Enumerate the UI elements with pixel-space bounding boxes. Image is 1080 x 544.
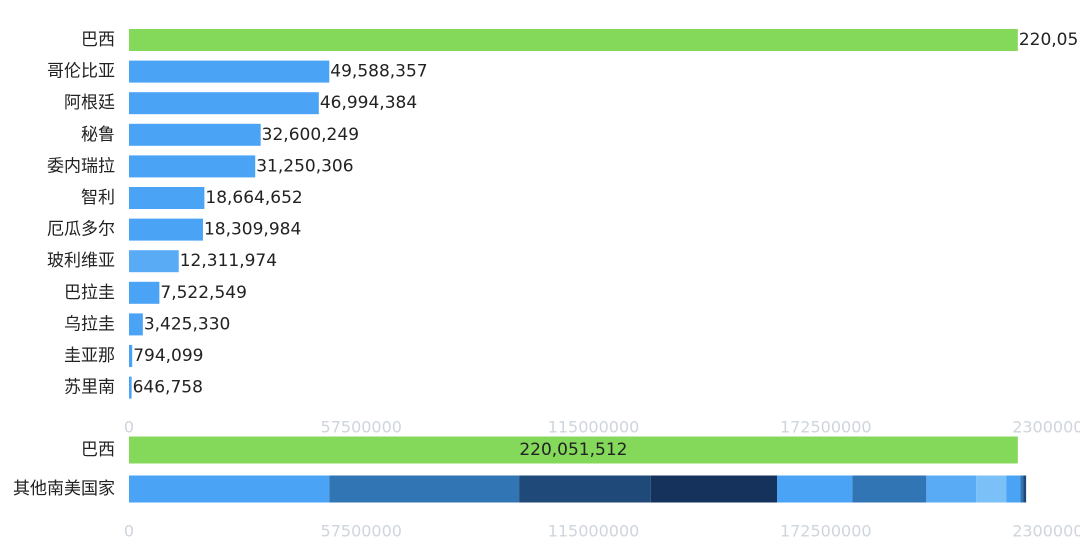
x-tick-label: 115000000 (548, 522, 640, 541)
value-label: 220,051,512 (519, 440, 627, 460)
bar (129, 187, 205, 209)
x-tick-label: 57500000 (321, 522, 402, 541)
x-tick-label: 57500000 (321, 418, 402, 437)
value-label: 794,099 (133, 346, 203, 366)
category-label: 巴西 (81, 30, 115, 50)
category-label: 巴拉圭 (64, 283, 115, 303)
category-label: 智利 (81, 188, 115, 208)
stack-segment (129, 475, 330, 503)
value-label: 220,051,512 (1019, 30, 1080, 50)
stack-segment (976, 475, 1007, 503)
bar (129, 250, 179, 273)
category-label: 巴西 (81, 440, 115, 460)
value-label: 646,758 (133, 378, 203, 398)
bar (129, 281, 160, 304)
value-label: 3,425,330 (144, 314, 231, 334)
bar (129, 60, 330, 83)
category-label: 委内瑞拉 (47, 156, 115, 176)
stack-segment (852, 475, 927, 503)
stack-segment (519, 475, 651, 503)
value-label: 18,309,984 (204, 220, 301, 240)
category-label: 秘鲁 (81, 125, 115, 145)
value-label: 12,311,974 (180, 251, 277, 271)
category-label: 乌拉圭 (64, 314, 115, 334)
bar (129, 123, 261, 146)
value-label: 7,522,549 (160, 283, 247, 303)
category-label: 厄瓜多尔 (47, 220, 115, 240)
stack-segment (1020, 475, 1024, 503)
category-label: 哥伦比亚 (47, 62, 115, 82)
value-label: 49,588,357 (330, 62, 427, 82)
stack-segment (1023, 475, 1027, 503)
stack-segment (926, 475, 977, 503)
category-label: 苏里南 (64, 378, 115, 398)
x-tick-label: 0 (124, 522, 134, 541)
x-tick-label: 172500000 (780, 522, 872, 541)
bar (129, 376, 132, 399)
value-label: 32,600,249 (262, 125, 359, 145)
value-label: 18,664,652 (205, 188, 302, 208)
category-label: 圭亚那 (64, 346, 115, 366)
value-label: 31,250,306 (256, 156, 353, 176)
bar (129, 155, 256, 178)
value-label: 46,994,384 (320, 93, 417, 113)
stack-segment (329, 475, 520, 503)
stack-segment (777, 475, 853, 503)
bar (129, 345, 133, 367)
x-tick-label: 230000000 (1012, 418, 1080, 437)
stack-segment (1006, 475, 1021, 503)
category-label: 玻利维亚 (47, 251, 115, 271)
bar-brazil (129, 436, 1018, 464)
x-tick-label: 115000000 (548, 418, 640, 437)
category-label: 阿根廷 (64, 93, 115, 113)
bar (129, 92, 319, 115)
x-tick-label: 172500000 (780, 418, 872, 437)
bar (129, 313, 143, 336)
x-tick-label: 0 (124, 418, 134, 437)
x-tick-label: 230000000 (1012, 522, 1080, 541)
bar (129, 218, 203, 241)
stack-segment (650, 475, 778, 503)
top-bar-chart: 巴西 220,051,512 哥伦比亚 49,588,357 阿根廷 46,994,384… (47, 29, 1080, 437)
category-label: 其他南美国家 (13, 479, 115, 499)
bar (129, 29, 1018, 51)
